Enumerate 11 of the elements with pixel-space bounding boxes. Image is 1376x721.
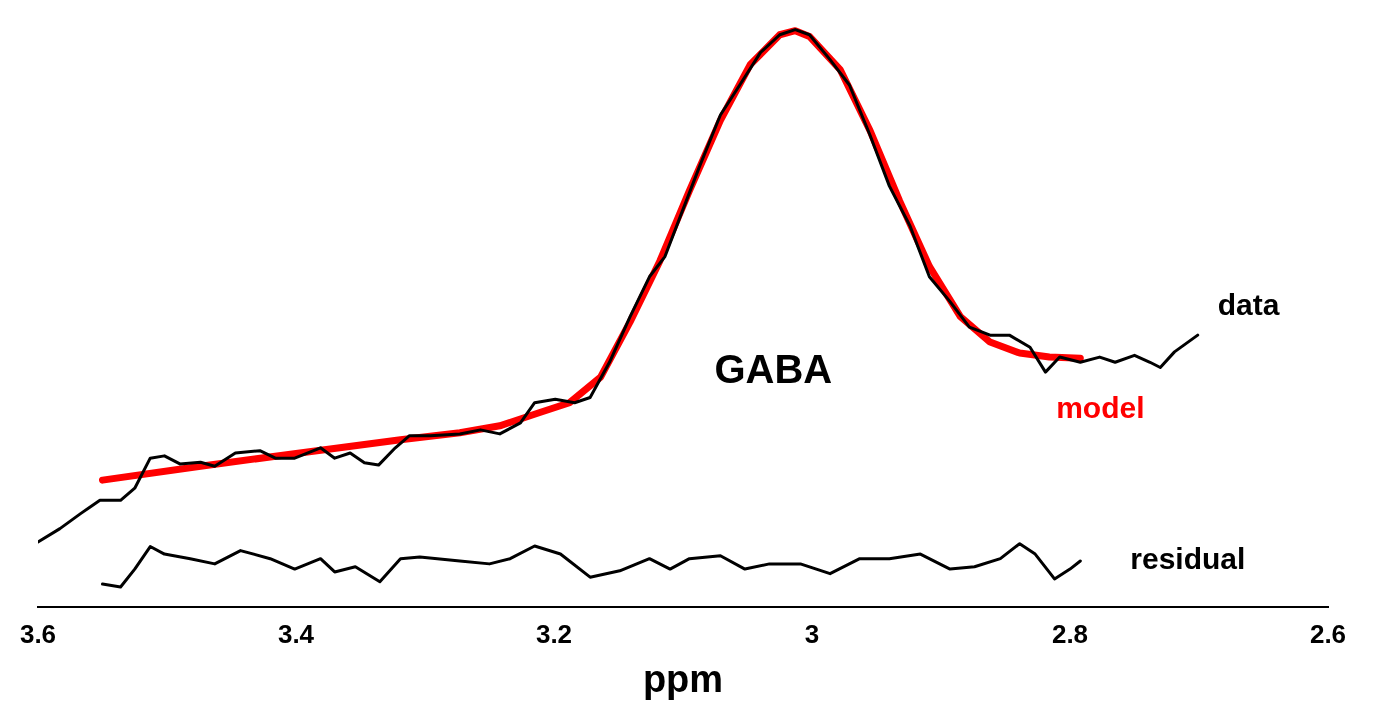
- x-tick-label: 3.4: [277, 618, 315, 649]
- x-tick-label: 3: [804, 618, 820, 649]
- series-label: data: [1217, 288, 1280, 322]
- x-tick-label: 2.8: [1051, 618, 1089, 649]
- series-label: model: [1056, 391, 1145, 425]
- series-label: residual: [1130, 542, 1246, 576]
- annotation: GABA: [714, 346, 833, 391]
- x-tick-label: 3.2: [535, 618, 573, 649]
- x-tick-label: 2.6: [1309, 618, 1347, 649]
- x-tick-label: 3.6: [19, 618, 57, 649]
- x-axis-title: ppm: [642, 657, 724, 700]
